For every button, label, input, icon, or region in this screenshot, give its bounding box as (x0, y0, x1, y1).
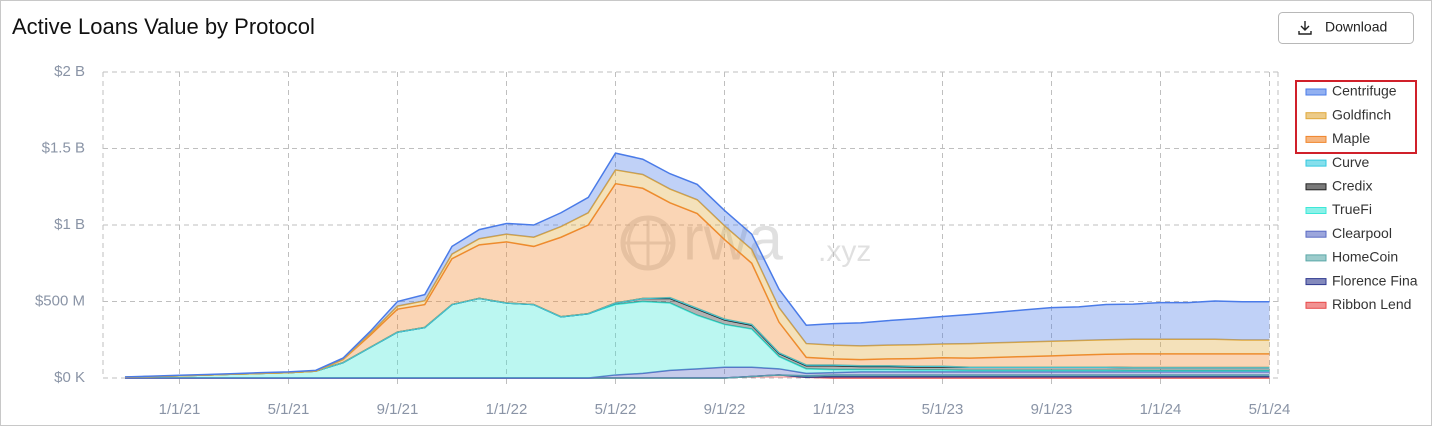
y-tick-label: $1.5 B (42, 139, 85, 156)
x-tick-label: 1/1/24 (1140, 401, 1182, 418)
series-line (124, 152, 1270, 378)
download-button[interactable]: Download (1278, 12, 1414, 44)
legend-swatch (1305, 207, 1327, 214)
legend-label: TrueFi (1332, 201, 1372, 217)
legend-label: Centrifuge (1332, 83, 1397, 99)
button-box[interactable] (1278, 12, 1414, 44)
x-tick-label: 1/1/22 (486, 401, 528, 418)
series-area (125, 374, 1270, 378)
series-area (125, 169, 1270, 378)
legend-swatch (1305, 183, 1327, 191)
legend-swatch (1305, 230, 1327, 238)
legend-label: Ribbon Lend (1332, 296, 1411, 312)
legend-swatch (1305, 135, 1327, 143)
y-tick-label: $500 M (35, 292, 85, 309)
series-area (125, 183, 1270, 378)
x-tick-label: 9/1/22 (704, 401, 746, 418)
legend-swatch (1305, 88, 1327, 96)
legend-swatch (1305, 159, 1327, 167)
series-area (125, 367, 1270, 378)
legend-label: Clearpool (1332, 225, 1392, 241)
legend-label: Maple (1332, 130, 1370, 146)
legend-label: Curve (1332, 154, 1370, 170)
download-icon (1298, 21, 1312, 35)
watermark-globe (620, 215, 676, 271)
legend-swatch (1305, 254, 1327, 262)
x-tick-label: 1/1/23 (813, 401, 855, 418)
x-tick-label: 5/1/21 (268, 401, 310, 418)
series-area (125, 374, 1270, 378)
series-line (124, 169, 1270, 378)
legend-swatch (1305, 278, 1327, 286)
y-tick-label: $1 B (54, 216, 85, 233)
y-tick-label: $0 K (54, 369, 85, 386)
legend-label: HomeCoin (1332, 249, 1398, 265)
x-tick-label: 9/1/23 (1031, 401, 1073, 418)
series-line (125, 366, 1270, 379)
y-tick-label: $2 B (54, 63, 85, 80)
legend-swatch (1305, 301, 1327, 309)
legend-swatch (1305, 112, 1327, 120)
x-tick-label: 1/1/21 (159, 401, 201, 418)
legend-label: Florence Fina (1332, 272, 1418, 288)
highlight-box (1295, 80, 1417, 154)
x-tick-label: 9/1/21 (377, 401, 419, 418)
legend-label: Goldfinch (1332, 106, 1391, 122)
x-tick-label: 5/1/22 (595, 401, 637, 418)
series-area (125, 298, 1270, 378)
x-tick-label: 5/1/23 (922, 401, 964, 418)
watermark-suffix: .xyz (818, 235, 871, 268)
series-area (125, 298, 1270, 378)
chart-title: Active Loans Value by Protocol (12, 14, 315, 39)
x-tick-label: 5/1/24 (1249, 401, 1291, 418)
series-area (125, 153, 1270, 378)
legend-label: Credix (1332, 178, 1372, 194)
button-label[interactable]: Download (1325, 19, 1387, 35)
watermark-globe-lines (623, 218, 673, 268)
